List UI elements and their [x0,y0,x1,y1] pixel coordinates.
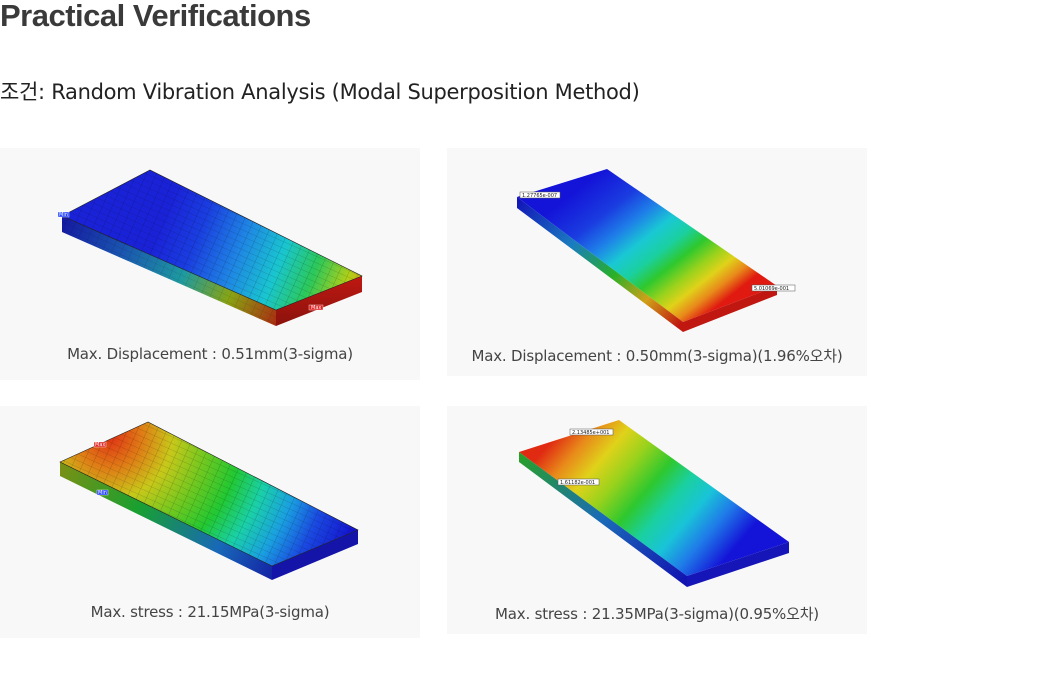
min-tag: 1.27765e-007 [522,193,557,199]
max-tag: 5.01069e-001 [754,286,789,292]
displacement-result-panel-1: Min Max Max. Displacement : 0.51mm(3-sig… [0,148,420,380]
min-marker-icon [57,211,70,218]
result-caption: Max. stress : 21.15MPa(3-sigma) [90,603,330,621]
result-caption: Max. Displacement : 0.50mm(3-sigma)(1.96… [471,347,843,365]
displacement-result-panel-2: 1.27765e-007 5.01069e-001 Max. Displacem… [447,148,867,376]
min-tag: 1.61182e-001 [560,480,595,486]
stress-result-panel-2: 2.13485e+001 1.61182e-001 Max. stress : … [447,406,867,634]
page-subtitle: 조건: Random Vibration Analysis (Modal Sup… [0,80,640,104]
max-tag: Max [95,442,105,448]
max-tag: 2.13485e+001 [572,430,610,436]
result-caption: Max. Displacement : 0.51mm(3-sigma) [67,345,353,363]
result-caption: Max. stress : 21.35MPa(3-sigma)(0.95%오차) [495,605,819,623]
max-tag: Max [311,305,321,311]
displacement-contour-image-2: 1.27765e-007 5.01069e-001 [517,169,796,332]
max-marker-icon [308,304,324,311]
stress-contour-image-2: 2.13485e+001 1.61182e-001 [519,420,789,587]
displacement-contour-image-1: Min Max [57,169,363,326]
min-tag: Min [98,490,107,496]
min-tag: Min [59,212,68,218]
stress-contour-image-1: Max Min [59,421,359,580]
stress-result-panel-1: Max Min Max. stress : 21.15MPa(3-sigma) [0,406,420,638]
page-title: Practical Verifications [0,0,311,33]
